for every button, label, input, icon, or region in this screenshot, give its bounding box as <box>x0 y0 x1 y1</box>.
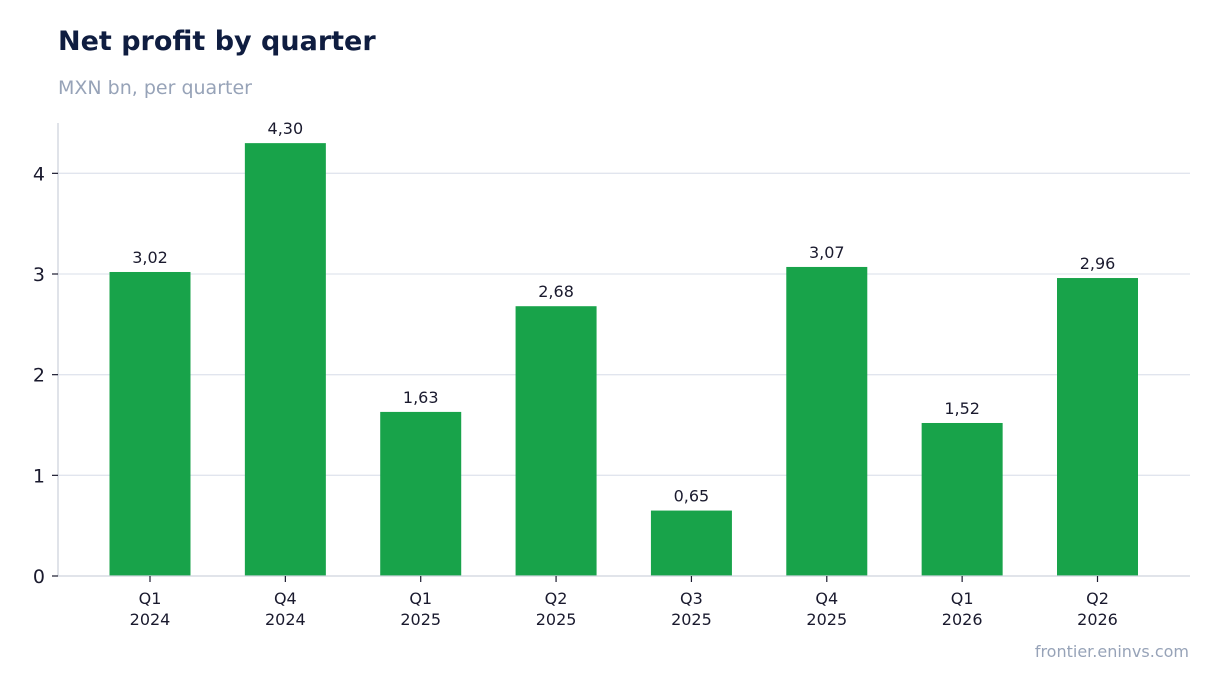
y-tick-label: 3 <box>33 264 45 286</box>
x-tick-label-line: Q1 <box>139 589 162 608</box>
bar <box>1057 278 1138 576</box>
y-tick-label: 0 <box>33 566 45 588</box>
x-tick-label-line: Q3 <box>680 589 703 608</box>
x-tick-label-line: 2024 <box>130 610 171 629</box>
x-tick-label-line: 2025 <box>671 610 712 629</box>
source-credit: frontier.eninvs.com <box>1034 642 1189 661</box>
bar <box>921 422 1003 576</box>
bar <box>244 143 326 576</box>
y-tick-label: 1 <box>33 465 45 487</box>
bar <box>380 411 462 576</box>
bar <box>109 271 191 576</box>
bars <box>109 143 1138 576</box>
x-tick-label: Q3 2025 <box>671 589 712 629</box>
x-tick-label: Q1 2026 <box>942 589 983 629</box>
chart-title: Net profit by quarter <box>58 26 376 57</box>
data-label: 2,96 <box>1080 254 1116 273</box>
data-label: 2,68 <box>538 282 574 301</box>
labels: 3,02 4,30 1,63 2,68 0,65 3,07 1,52 2,96 0 1 2 3 4 Q1 2… <box>33 119 1118 629</box>
data-label: 3,02 <box>132 248 168 267</box>
x-tick-label-line: 2024 <box>265 610 306 629</box>
data-label: 1,63 <box>403 388 439 407</box>
gridlines <box>58 172 1190 476</box>
x-tick-label-line: 2026 <box>942 610 983 629</box>
x-tick-label-line: 2025 <box>536 610 577 629</box>
x-tick-label-line: 2025 <box>806 610 847 629</box>
axes <box>52 123 1190 582</box>
x-tick-label-line: Q1 <box>409 589 432 608</box>
data-label: 0,65 <box>674 487 710 506</box>
x-tick-label-line: Q2 <box>545 589 568 608</box>
y-tick-label: 2 <box>33 365 45 387</box>
bar <box>786 266 868 576</box>
x-tick-label: Q4 2025 <box>806 589 847 629</box>
x-tick-label-line: Q4 <box>274 589 297 608</box>
bar <box>515 306 597 576</box>
x-tick-label-line: Q4 <box>815 589 838 608</box>
x-tick-label-line: Q2 <box>1086 589 1109 608</box>
data-label: 4,30 <box>268 119 304 138</box>
data-label: 3,07 <box>809 243 845 262</box>
chart-subtitle: MXN bn, per quarter <box>58 77 252 99</box>
x-tick-label-line: 2026 <box>1077 610 1118 629</box>
x-tick-label: Q4 2024 <box>265 589 306 629</box>
x-tick-label-line: Q1 <box>951 589 974 608</box>
data-label: 1,52 <box>944 399 980 418</box>
x-tick-label-line: 2025 <box>400 610 441 629</box>
x-tick-label: Q1 2024 <box>130 589 171 629</box>
x-tick-label: Q2 2025 <box>536 589 577 629</box>
x-tick-label: Q2 2026 <box>1077 589 1118 629</box>
y-tick-label: 4 <box>33 163 45 185</box>
x-tick-label: Q1 2025 <box>400 589 441 629</box>
bar <box>650 510 732 576</box>
